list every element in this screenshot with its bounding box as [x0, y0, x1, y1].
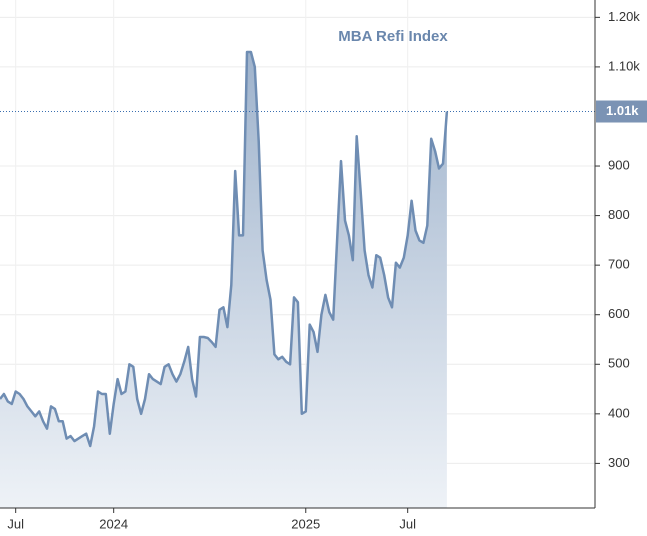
y-tick-label: 1.10k — [608, 58, 640, 73]
y-tick-label: 700 — [608, 257, 630, 272]
y-tick-label: 900 — [608, 157, 630, 172]
series-label: MBA Refi Index — [338, 28, 448, 45]
axes: 300 400 500 600 700 800 900 1.10k 1.20k Jul 2024 20… — [7, 9, 647, 531]
y-tick-label: 500 — [608, 356, 630, 371]
y-tick-label: 800 — [608, 207, 630, 222]
y-tick-label: 1.20k — [608, 9, 640, 24]
line — [0, 50, 449, 448]
y-tick-label: 600 — [608, 306, 630, 321]
area — [0, 52, 447, 508]
x-tick-label: 2024 — [99, 516, 128, 531]
plot — [0, 50, 595, 508]
price-label-box — [596, 100, 647, 123]
x-tick-label: Jul — [7, 516, 24, 531]
x-tick-label: Jul — [399, 516, 416, 531]
y-tick-label: 400 — [608, 405, 630, 420]
x-tick-label: 2025 — [291, 516, 320, 531]
price-label: 1.01k — [606, 103, 639, 118]
y-tick-label: 300 — [608, 455, 630, 470]
